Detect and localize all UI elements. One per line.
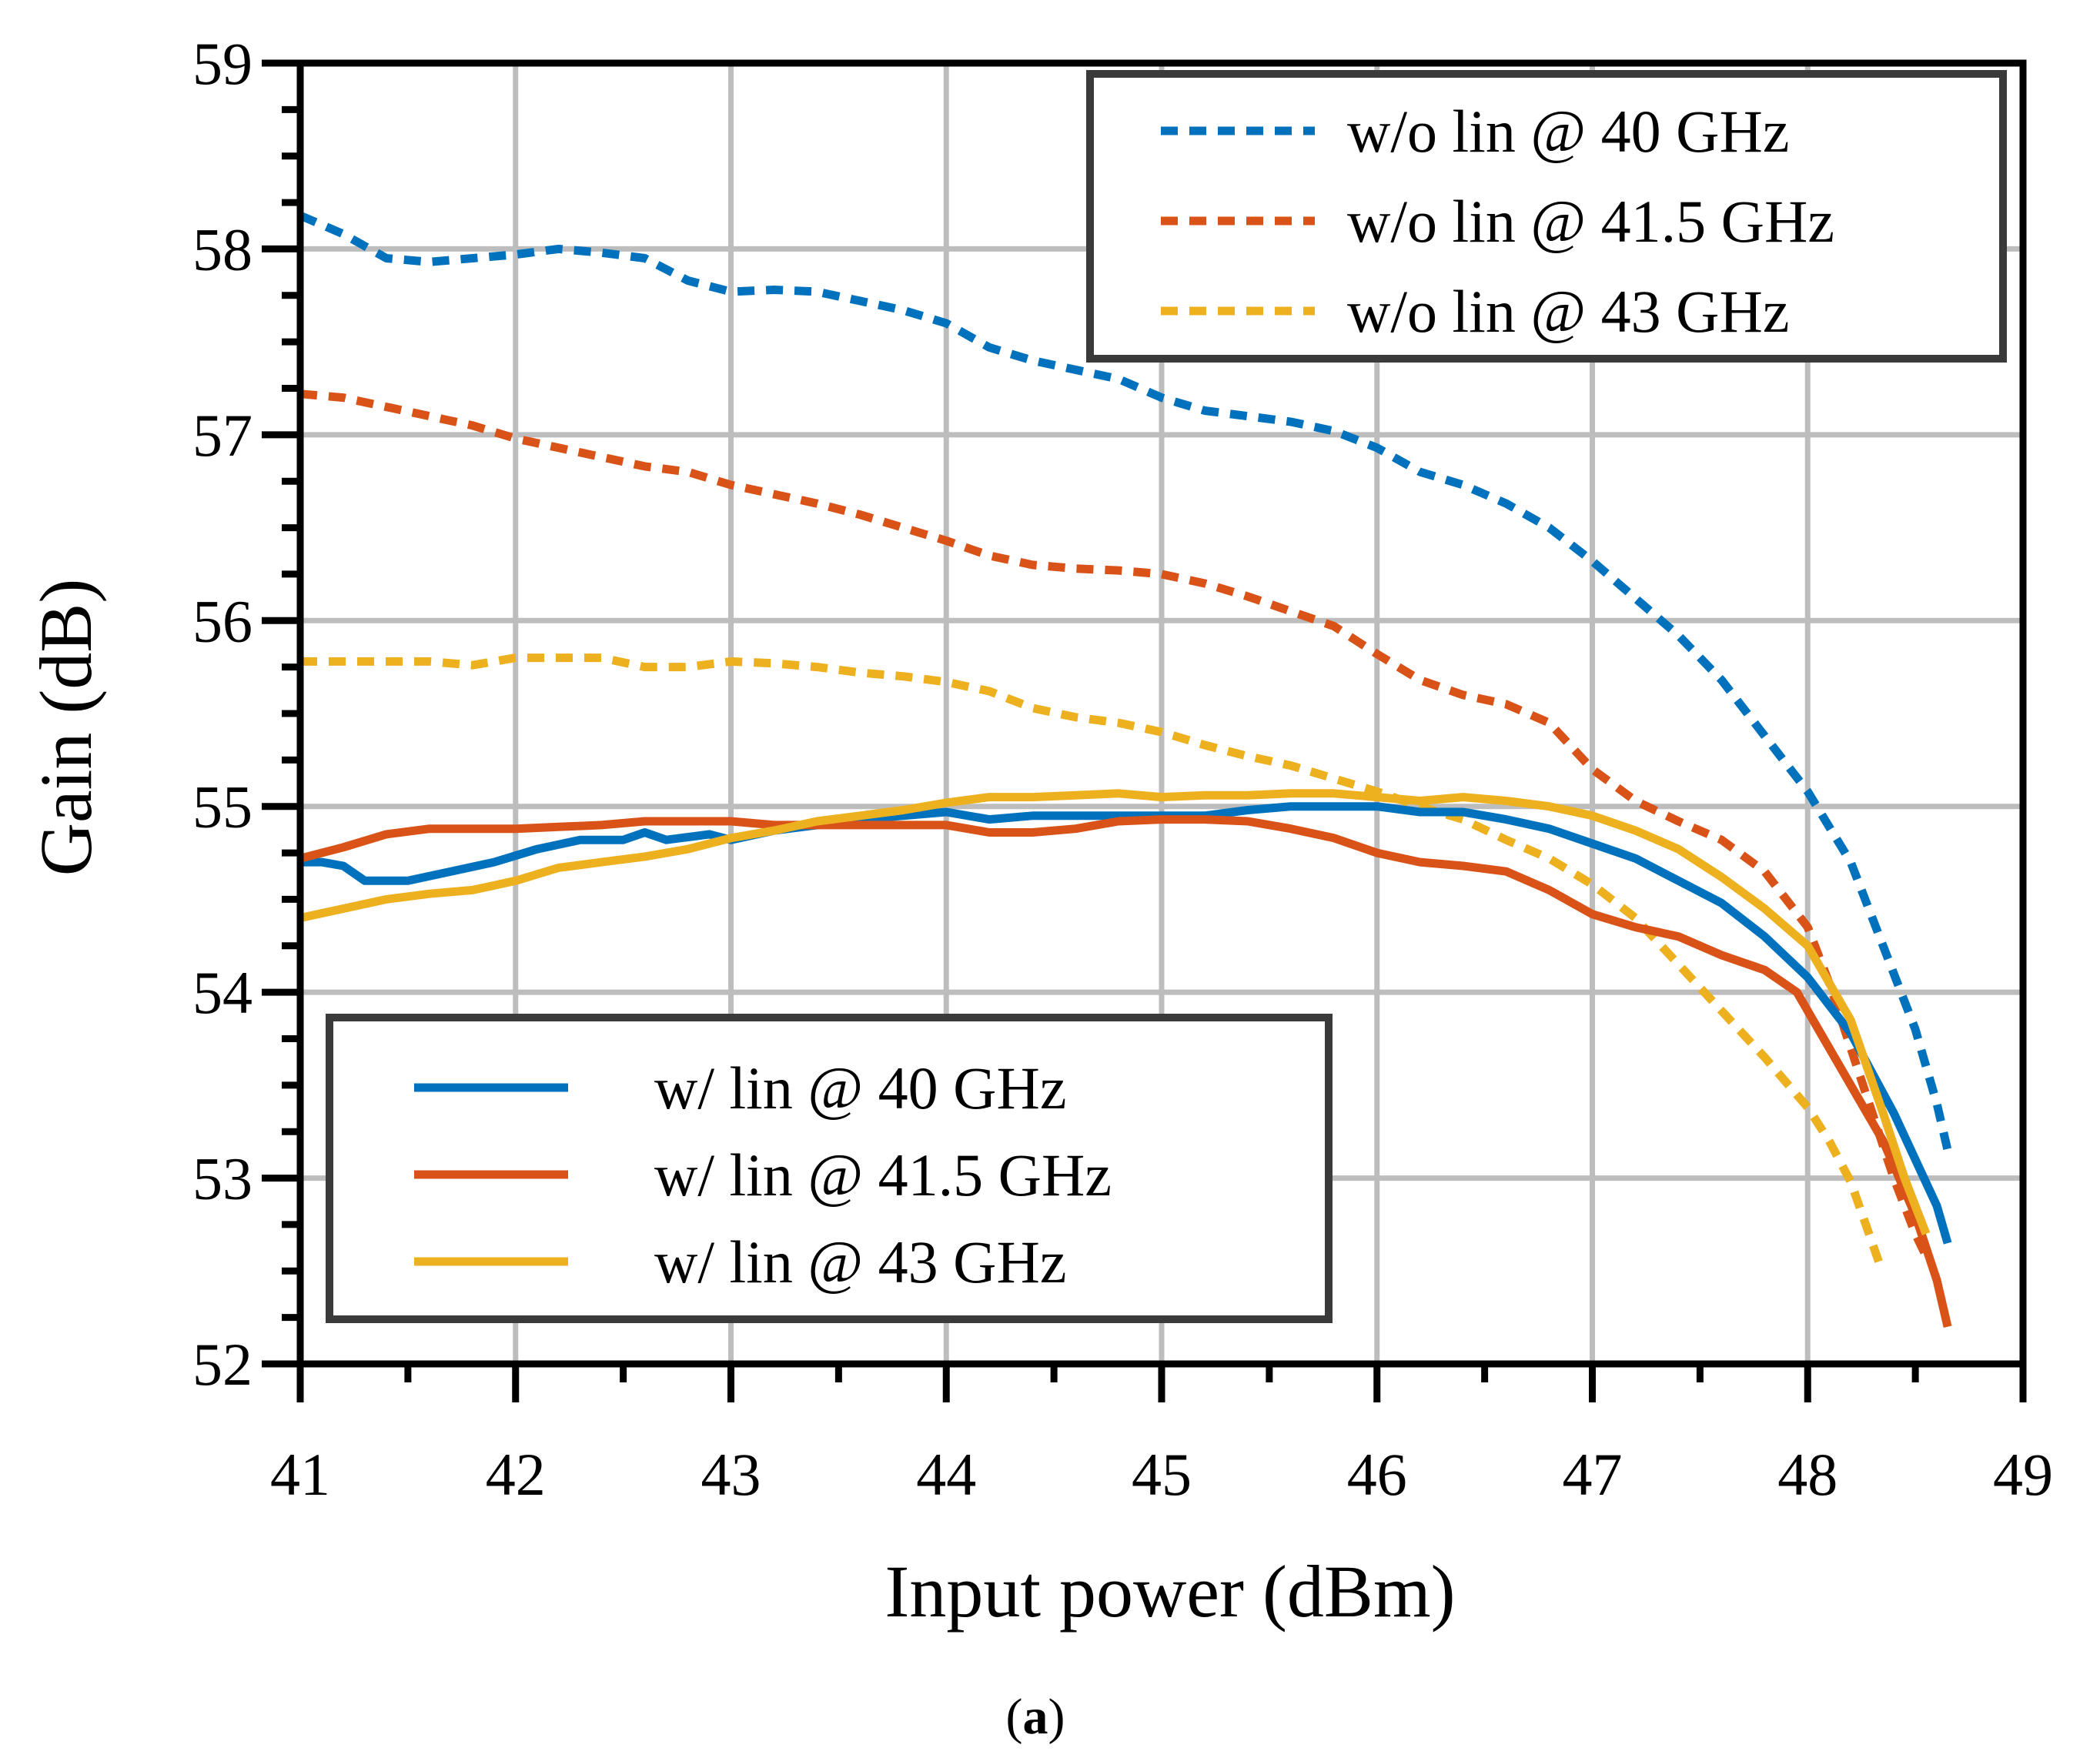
- x-tick-label-48: 48: [1777, 1441, 1838, 1508]
- series-line-w-lin-40-ghz: [300, 802, 1952, 1245]
- y-tick-label-56: 56: [192, 587, 252, 654]
- series-line-w-o-lin-40-ghz: [298, 211, 1952, 1151]
- y-tick-label-54: 54: [192, 959, 252, 1026]
- series-line-w-lin-43-ghz: [299, 789, 1931, 1235]
- series-line-w-o-lin-41-5-ghz: [299, 389, 1931, 1258]
- legend-label-w-o-lin-43-ghz: w/o lin @ 43 GHz: [1347, 278, 1789, 345]
- legend-box-bottom-left: [326, 1014, 1333, 1323]
- legend-label-w-lin-40-ghz: w/ lin @ 40 GHz: [654, 1054, 1066, 1121]
- x-tick-label-49: 49: [1993, 1441, 2053, 1508]
- caption-close-paren: ): [1048, 1689, 1065, 1745]
- y-tick-label-57: 57: [192, 402, 252, 469]
- y-tick-label-55: 55: [192, 774, 252, 841]
- x-tick-label-44: 44: [916, 1441, 976, 1508]
- y-tick-label-53: 53: [192, 1145, 252, 1212]
- series-line-w-lin-41-5-ghz: [299, 815, 1952, 1328]
- legend-label-w-o-lin-41-5-ghz: w/o lin @ 41.5 GHz: [1347, 188, 1834, 255]
- legend-label-w-lin-41-5-ghz: w/ lin @ 41.5 GHz: [654, 1141, 1112, 1208]
- x-tick-label-46: 46: [1347, 1441, 1407, 1508]
- caption-open-paren: (: [1006, 1689, 1023, 1745]
- x-tick-label-41: 41: [270, 1441, 330, 1508]
- legend-label-w-lin-43-ghz: w/ lin @ 43 GHz: [654, 1228, 1066, 1295]
- legend-label-w-o-lin-40-ghz: w/o lin @ 40 GHz: [1347, 98, 1789, 165]
- axes: [262, 59, 2027, 1402]
- x-tick-label-45: 45: [1132, 1441, 1192, 1508]
- series-layer: [298, 211, 1952, 1328]
- x-tick-label-43: 43: [701, 1441, 761, 1508]
- y-tick-label-52: 52: [192, 1331, 252, 1398]
- y-axis-title: Gain (dB): [25, 579, 107, 877]
- y-tick-label-59: 59: [192, 30, 252, 97]
- figure-caption: (a): [1006, 1689, 1065, 1745]
- legends: w/o lin @ 40 GHz w/o lin @ 41.5 GHz w/o li…: [326, 70, 2007, 1323]
- legend-box-top-right: [1086, 70, 2007, 363]
- x-axis-title: Input power (dBm): [884, 1550, 1455, 1633]
- caption-letter: a: [1023, 1689, 1048, 1745]
- tick-labels: 41 42 43 44 45 46 47 48 49 52 53 54 55 56 57 58 59: [192, 30, 2053, 1508]
- x-tick-label-47: 47: [1563, 1441, 1623, 1508]
- x-tick-label-42: 42: [486, 1441, 546, 1508]
- y-tick-label-58: 58: [192, 216, 252, 282]
